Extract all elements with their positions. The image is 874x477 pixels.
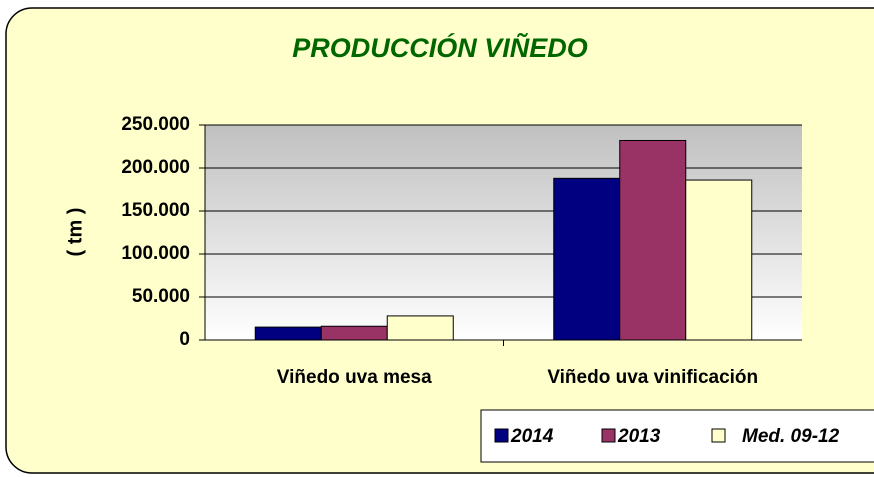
- bar: [553, 177, 621, 341]
- legend-swatch: [494, 428, 509, 443]
- legend-label: 2014: [510, 426, 554, 447]
- legend-box: [480, 409, 874, 463]
- y-tick-label: 150.000: [121, 200, 190, 221]
- y-tick-label: 0: [179, 329, 190, 350]
- legend-swatch: [711, 428, 726, 443]
- bar: [619, 139, 687, 341]
- x-tick-label: Viñedo uva mesa: [277, 367, 432, 388]
- legend-swatch: [601, 428, 616, 443]
- y-tick-label: 200.000: [121, 157, 190, 178]
- y-tick-label: 250.000: [121, 114, 190, 135]
- chart-title: PRODUCCIÓN VIÑEDO: [292, 32, 588, 63]
- legend: 2014 2013 Med. 09-12: [480, 409, 874, 463]
- y-tick-label: 50.000: [132, 286, 190, 307]
- y-axis-label: ( tm ): [64, 208, 86, 257]
- bar: [386, 315, 454, 341]
- bar: [685, 179, 753, 341]
- legend-label: 2013: [617, 426, 661, 447]
- bar: [254, 326, 322, 341]
- x-tick-label: Viñedo uva vinificación: [547, 367, 758, 388]
- legend-label: Med. 09-12: [742, 426, 840, 447]
- bar: [320, 325, 388, 341]
- y-tick-label: 100.000: [121, 243, 190, 264]
